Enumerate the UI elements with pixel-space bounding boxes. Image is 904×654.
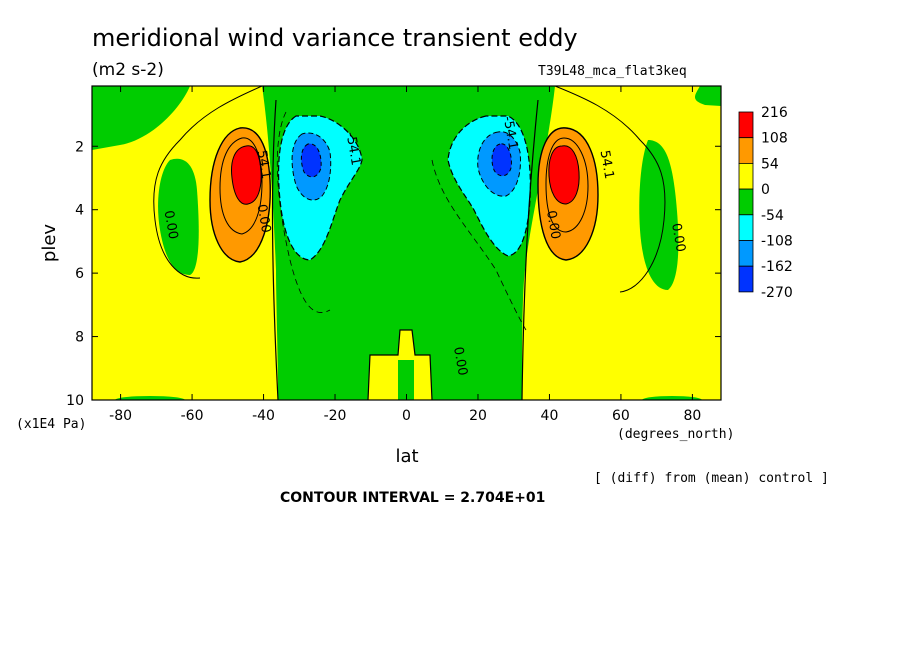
x-axis-label: lat	[395, 446, 418, 467]
colorbar-swatch	[738, 137, 754, 164]
contour-label: 0.00	[161, 209, 181, 240]
y-tick-label: 4	[75, 203, 84, 219]
contour-label: -54.1	[500, 115, 521, 151]
contour-label: -54.1	[342, 131, 363, 167]
chart-title: meridional wind variance transient eddy	[92, 24, 578, 52]
contour-label: 0.00	[254, 203, 274, 234]
contour-label: 0.00	[668, 222, 688, 253]
colorbar: 216 108 54 0 -54 -108 -162 -270	[738, 105, 793, 301]
left-neg-162	[300, 143, 322, 178]
x-tick-label: -60	[181, 408, 204, 424]
x-unit-label: (degrees_north)	[617, 427, 734, 442]
left-lobe-216	[231, 145, 262, 205]
contour-outline-right-outer	[554, 86, 666, 293]
x-axis: -80 -60 -40 -20 0 20 40 60 80	[109, 86, 701, 424]
x-tick-label: -40	[252, 408, 275, 424]
colorbar-label: -162	[761, 259, 793, 275]
colorbar-swatch	[738, 162, 754, 190]
contour-label: 0.00	[543, 209, 563, 240]
y-tick-label: 10	[66, 393, 84, 409]
contour-label: 54.1	[254, 149, 274, 180]
y-axis: 2 4 6 8 10	[66, 139, 721, 409]
contour-label: 0.00	[450, 346, 470, 377]
colorbar-label: -270	[761, 285, 793, 301]
colorbar-label: 54	[761, 156, 779, 172]
region-neg-bottom-left	[115, 396, 185, 400]
region-neg-bottom-right	[642, 396, 702, 400]
region-neg-left-blob	[158, 158, 199, 275]
region-neg-right-blob	[639, 140, 679, 290]
run-id-label: T39L48_mca_flat3keq	[538, 64, 687, 79]
region-neg-top-left	[92, 86, 190, 150]
region-neg-top-right	[640, 86, 721, 106]
colorbar-swatch	[738, 240, 754, 267]
y-unit-label: (x1E4 Pa)	[16, 417, 86, 432]
diff-note: [ (diff) from (mean) control ]	[594, 471, 829, 486]
contour-outline-zero-right	[521, 99, 539, 400]
contour-outline-center-dashed-right	[431, 159, 527, 331]
y-tick-label: 2	[75, 139, 84, 155]
x-tick-label: 40	[541, 408, 559, 424]
colorbar-label: 0	[761, 182, 770, 198]
colorbar-label: -54	[761, 208, 784, 224]
contour-outline-bottom-center	[367, 329, 433, 400]
y-tick-label: 6	[75, 266, 84, 282]
colorbar-swatch	[738, 111, 754, 139]
y-axis-label: plev	[39, 224, 60, 263]
contour-labels: 0.00 0.00 54.1 -54.1 -54.1 0.00 54.1 0.00 0.00	[161, 115, 688, 377]
contour-label: 54.1	[597, 149, 617, 180]
colorbar-swatch	[738, 188, 754, 216]
colorbar-swatch	[738, 214, 754, 241]
units-label: (m2 s-2)	[92, 60, 164, 80]
contour-outline-left-outer	[153, 86, 263, 279]
region-neg-bottom-stem	[398, 360, 414, 400]
contour-plot-area	[92, 86, 721, 400]
x-tick-label: 20	[469, 408, 487, 424]
x-tick-label: 0	[402, 408, 411, 424]
y-tick-label: 8	[75, 330, 84, 346]
x-tick-label: -80	[109, 408, 132, 424]
colorbar-swatch	[738, 265, 754, 293]
right-neg-162	[491, 143, 512, 177]
contour-interval-label: CONTOUR INTERVAL = 2.704E+01	[280, 490, 545, 506]
contour-outline-center-dashed-left	[276, 111, 331, 313]
x-tick-label: 60	[612, 408, 630, 424]
x-tick-label: 80	[683, 408, 701, 424]
contour-outline-zero-left	[271, 99, 279, 400]
colorbar-label: 108	[761, 131, 788, 147]
right-lobe-216	[548, 145, 580, 205]
x-tick-label: -20	[324, 408, 347, 424]
colorbar-label: -108	[761, 234, 793, 250]
colorbar-label: 216	[761, 105, 788, 121]
